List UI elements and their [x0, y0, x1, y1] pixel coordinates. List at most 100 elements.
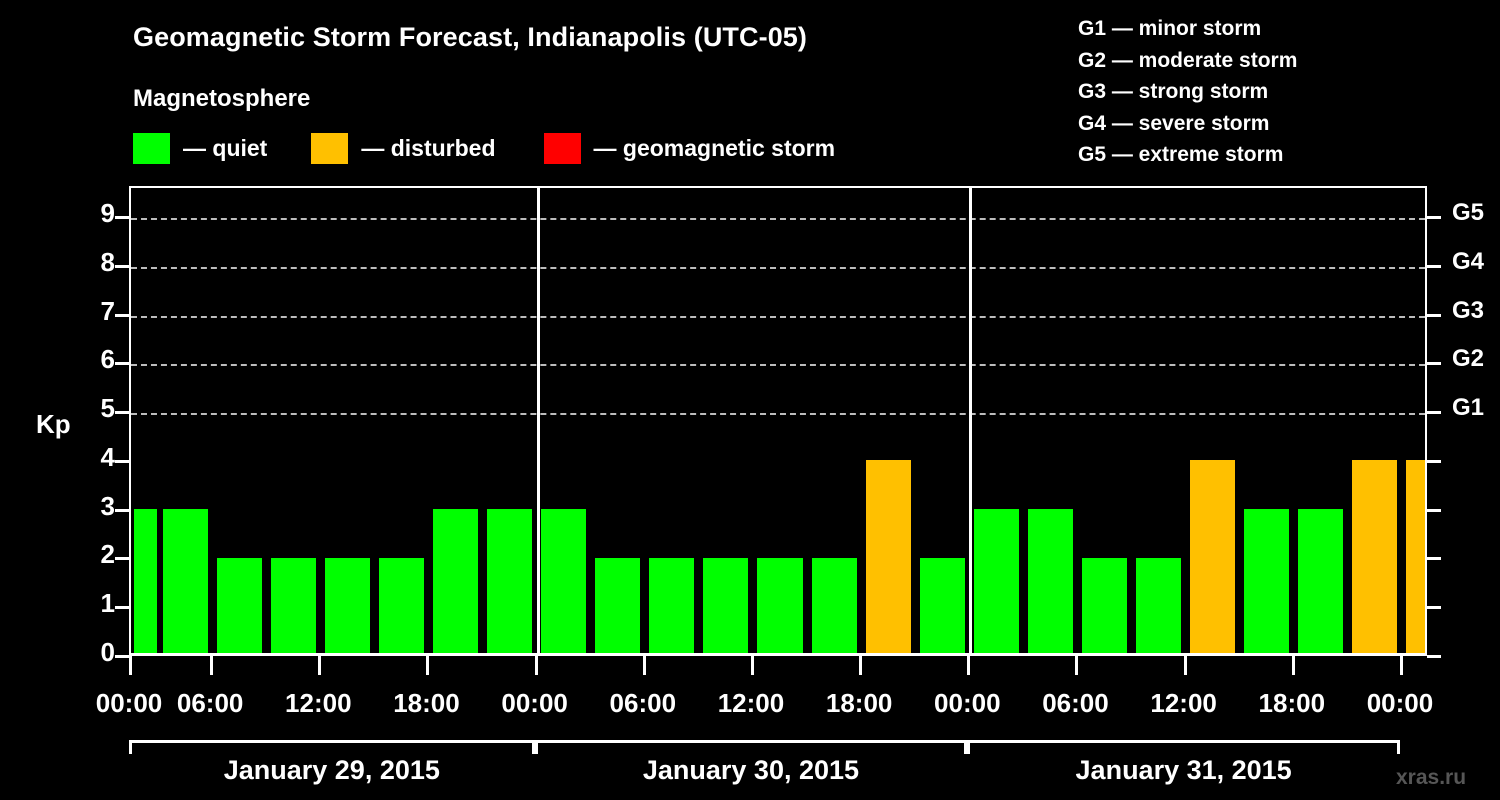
legend-swatch-quiet [133, 133, 170, 164]
x-tick-label-6: 12:00 [717, 688, 785, 718]
x-tick-mark-0 [129, 655, 132, 675]
bar-kp-11 [703, 557, 749, 655]
bar-kp-17 [1027, 508, 1073, 655]
x-tick-label-8: 00:00 [934, 688, 1001, 718]
plot-area [129, 186, 1427, 655]
y-tick-label-9: 9 [100, 198, 115, 229]
right-tick-mark-4 [1427, 459, 1441, 463]
legend-label-geomagnetic-storm: — geomagnetic storm [593, 135, 836, 161]
legend-swatch-disturbed [311, 133, 349, 164]
y-tick-label-6: 6 [100, 344, 115, 375]
x-tick-label-1: 06:00 [176, 688, 244, 718]
g-scale-line-4: G4 — severe storm [1078, 111, 1270, 135]
g-scale-line-5: G5 — extreme storm [1078, 143, 1284, 166]
right-tick-mark-9 [1427, 216, 1441, 220]
x-tick-mark-6 [750, 655, 754, 675]
y-tick-label-3: 3 [100, 490, 115, 521]
day-bracket-3 [967, 740, 1400, 754]
g-scale-line-1: G1 — minor storm [1078, 17, 1262, 40]
g-scale-line-3: G3 — strong storm [1078, 80, 1269, 103]
day-bracket-2 [534, 740, 968, 754]
day-label-3: January 31, 2015 [1075, 755, 1292, 785]
y-tick-mark-4 [115, 459, 129, 463]
right-tick-mark-1 [1427, 606, 1441, 610]
y-tick-mark-1 [115, 606, 129, 610]
bar-kp-18 [1081, 557, 1128, 655]
gridline-kp-5 [131, 413, 1425, 416]
g-scale-line-2: G2 — moderate storm [1078, 48, 1298, 72]
y-tick-mark-2 [115, 557, 129, 561]
x-tick-label-9: 06:00 [1042, 688, 1109, 718]
x-tick-mark-1 [210, 655, 214, 675]
g-scale-legend: G1 — minor storm G2 — moderate storm G3 — … [1078, 13, 1297, 171]
right-tick-mark-8 [1427, 264, 1441, 268]
x-tick-label-12: 00:00 [1366, 688, 1434, 718]
bar-kp-6 [432, 508, 479, 655]
right-tick-mark-7 [1427, 313, 1441, 317]
y-tick-label-8: 8 [100, 246, 115, 277]
y-tick-label-4: 4 [100, 441, 115, 472]
x-tick-mark-7 [859, 655, 863, 675]
y-tick-label-2: 2 [100, 539, 115, 570]
right-axis-label-G3: G3 [1452, 296, 1485, 324]
y-tick-label-1: 1 [100, 588, 115, 619]
gridline-kp-9 [131, 218, 1425, 221]
x-tick-mark-12 [1399, 655, 1403, 675]
legend-item-quiet: — quiet [133, 133, 267, 164]
watermark: xras.ru [1396, 766, 1467, 789]
legend-item-disturbed: — disturbed [311, 133, 496, 164]
legend-label-quiet: — quiet [183, 135, 268, 161]
bar-kp-19 [1136, 557, 1182, 655]
right-axis-label-G1: G1 [1452, 394, 1485, 422]
bar-kp-22 [1298, 508, 1344, 655]
bar-kp-24 [1406, 460, 1425, 655]
y-tick-mark-7 [115, 313, 129, 317]
right-axis-label-G2: G2 [1452, 345, 1485, 373]
bar-kp-8 [541, 508, 587, 655]
right-tick-mark-5 [1427, 411, 1441, 415]
bar-kp-15 [919, 557, 965, 655]
bar-kp-4 [324, 557, 370, 655]
day-bracket-1 [129, 740, 535, 754]
x-tick-label-10: 12:00 [1150, 688, 1217, 718]
bar-kp-13 [811, 557, 857, 655]
bar-kp-16 [973, 508, 1019, 655]
x-tick-mark-5 [642, 655, 646, 675]
x-tick-mark-11 [1291, 655, 1295, 675]
right-tick-mark-6 [1427, 362, 1441, 366]
y-tick-mark-6 [115, 362, 129, 366]
bar-kp-20 [1190, 460, 1236, 655]
x-tick-mark-10 [1183, 655, 1187, 675]
y-tick-mark-3 [115, 508, 129, 512]
y-tick-label-7: 7 [100, 295, 115, 326]
x-tick-label-11: 18:00 [1258, 688, 1326, 718]
legend-swatch-geomagnetic-storm [543, 133, 581, 164]
x-tick-label-3: 18:00 [393, 688, 460, 718]
bar-kp-1 [162, 508, 208, 655]
plot-inner [131, 188, 1425, 655]
gridline-kp-8 [131, 266, 1425, 269]
gridline-kp-6 [131, 364, 1425, 367]
bar-kp-10 [649, 557, 695, 655]
bar-kp-21 [1244, 508, 1290, 655]
x-tick-mark-3 [426, 655, 430, 675]
bar-kp-7 [487, 508, 533, 655]
x-tick-label-5: 06:00 [609, 688, 677, 718]
right-tick-mark-0 [1427, 655, 1441, 658]
legend-label-disturbed: — disturbed [361, 135, 496, 161]
x-tick-label-4: 00:00 [501, 688, 568, 718]
x-tick-label-0: 00:00 [95, 688, 163, 718]
day-label-1: January 29, 2015 [223, 755, 440, 785]
x-tick-label-2: 12:00 [285, 688, 352, 718]
right-tick-mark-3 [1427, 508, 1441, 512]
gridline-kp-7 [131, 315, 1425, 318]
x-tick-label-7: 18:00 [825, 688, 893, 718]
x-tick-mark-2 [318, 655, 322, 675]
y-tick-mark-0 [115, 655, 129, 658]
magnetosphere-legend: — quiet — disturbed — geomagnetic storm [133, 133, 879, 164]
y-tick-mark-8 [115, 264, 129, 268]
x-tick-mark-8 [967, 655, 971, 675]
y-tick-mark-5 [115, 411, 129, 415]
bar-kp-14 [865, 460, 911, 655]
